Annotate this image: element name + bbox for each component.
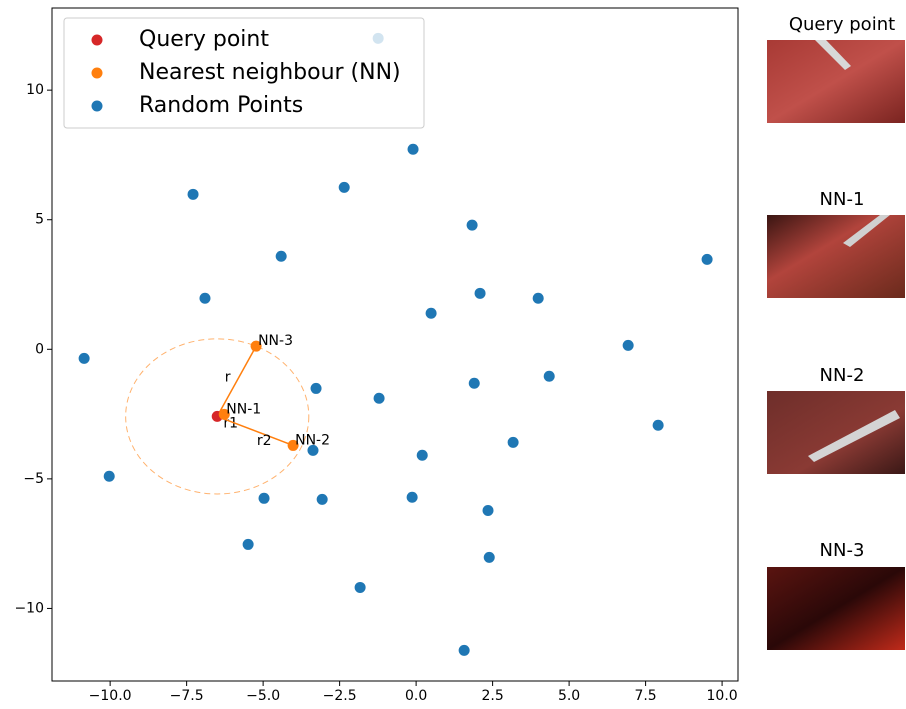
neighbour-edge	[216, 415, 294, 447]
point	[275, 250, 287, 262]
point	[652, 419, 664, 431]
point	[532, 292, 544, 304]
x-tick-label: 0.0	[405, 688, 427, 704]
image-nn2	[767, 391, 905, 474]
x-tick-label: −2.5	[323, 688, 357, 704]
point	[482, 504, 494, 516]
edge-label: r2	[257, 433, 272, 449]
legend-label: Random Points	[139, 93, 303, 118]
x-tick-label: −5.0	[246, 688, 280, 704]
instrument	[843, 215, 890, 247]
point	[199, 292, 211, 304]
point	[354, 581, 366, 593]
point	[458, 644, 470, 656]
point	[287, 439, 299, 451]
point	[316, 493, 328, 505]
legend-box	[63, 17, 425, 129]
point	[258, 492, 270, 504]
point	[468, 377, 480, 389]
x-tick-label: 5.0	[558, 688, 580, 704]
x-tick-label: −10.0	[89, 688, 132, 704]
x-tick-label: 10.0	[707, 688, 738, 704]
legend-marker	[91, 34, 103, 46]
point	[466, 219, 478, 231]
point-label: NN-1	[226, 401, 261, 417]
point	[406, 491, 418, 503]
x-tick-label: 2.5	[481, 688, 503, 704]
point	[543, 370, 555, 382]
instrument	[815, 40, 851, 70]
point	[373, 392, 385, 404]
panel-title: NN-1	[820, 189, 865, 210]
image-panels	[767, 40, 905, 650]
y-tick-label: 0	[35, 341, 44, 357]
y-tick-label: 10	[26, 82, 44, 98]
point	[425, 307, 437, 319]
point	[622, 339, 634, 351]
panel-title: NN-3	[820, 540, 865, 561]
point	[416, 449, 428, 461]
point	[507, 436, 519, 448]
edge-label: r1	[223, 415, 238, 431]
panel-title: NN-2	[820, 365, 865, 386]
panel-title: Query point	[789, 14, 895, 35]
y-tick-label: −5	[23, 471, 44, 487]
radius-circle	[125, 338, 310, 495]
point	[78, 352, 90, 364]
point	[242, 538, 254, 550]
image-nn3	[767, 567, 905, 650]
plot-frame	[51, 7, 739, 682]
x-tick-label: −7.5	[170, 688, 204, 704]
x-tick-label: 7.5	[634, 688, 656, 704]
instrument	[808, 410, 900, 462]
point	[250, 340, 262, 352]
point	[407, 143, 419, 155]
image-nn1	[767, 215, 905, 298]
point	[187, 188, 199, 200]
legend-label: Nearest neighbour (NN)	[139, 60, 401, 85]
point	[310, 382, 322, 394]
legend-marker	[91, 67, 103, 79]
legend-marker	[91, 100, 103, 112]
y-tick-label: 5	[35, 212, 44, 228]
point	[307, 444, 319, 456]
point	[701, 253, 713, 265]
y-tick-label: −10	[14, 600, 44, 616]
point	[103, 470, 115, 482]
point	[474, 287, 486, 299]
point	[483, 551, 495, 563]
point-label: NN-3	[258, 333, 293, 349]
edge-label: r	[225, 369, 231, 385]
point	[338, 181, 350, 193]
point-label: NN-2	[295, 432, 330, 448]
legend-label: Query point	[139, 27, 269, 52]
point	[218, 408, 230, 420]
neighbour-edge	[216, 345, 257, 417]
